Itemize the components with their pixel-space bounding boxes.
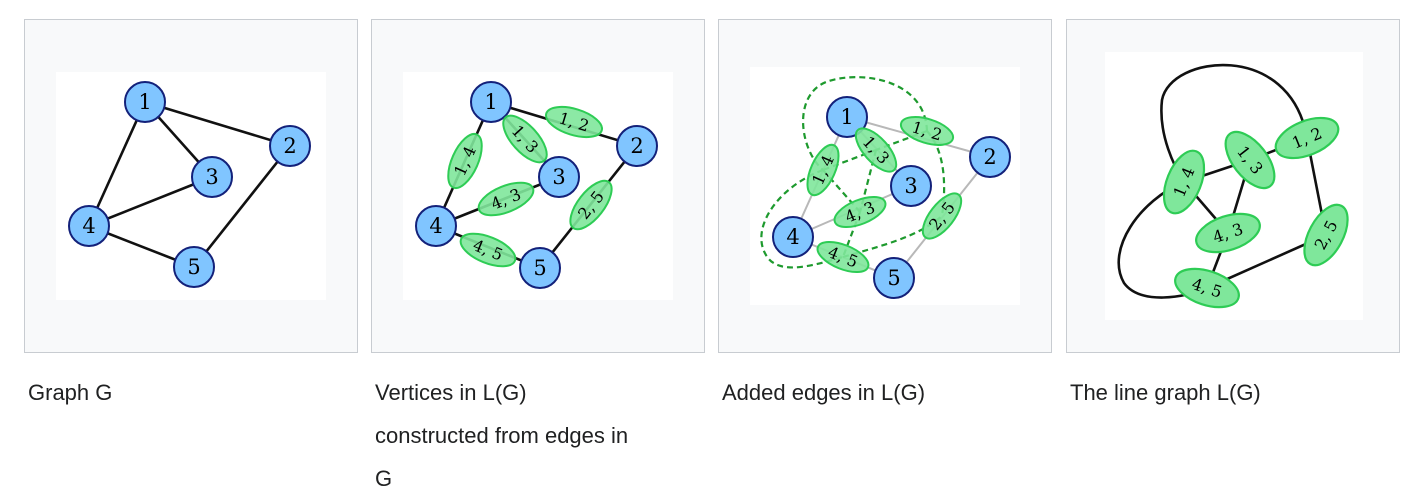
edge-vertex-4-5: 4, 5 [459, 232, 517, 268]
line-graph-vertices: 1, 2 1, 3 1, 4 4, 3 2, 5 4, 5 [1162, 116, 1349, 309]
caption-vertices-in-lg: Vertices in L(G) constructed from edges … [375, 371, 685, 500]
edge-1-2 [144, 100, 291, 148]
caption-line-graph: The line graph L(G) [1070, 371, 1380, 414]
vertex-3: 3 [191, 156, 233, 198]
vertices-in-lg-diagram: 1 2 3 4 5 1, 2 1, 3 1, 4 4, 3 2, 5 4, 5 [415, 81, 658, 289]
svg-text:1, 2: 1, 2 [910, 117, 945, 144]
lg-vertex-1-2: 1, 2 [1274, 116, 1340, 160]
svg-text:1: 1 [840, 105, 853, 129]
vertices-in-lg-image[interactable]: 1 2 3 4 5 1, 2 1, 3 1, 4 4, 3 2, 5 4, 5 [403, 72, 673, 300]
svg-text:3: 3 [552, 165, 565, 189]
edge-vertices: 1, 2 1, 3 1, 4 4, 3 2, 5 4, 5 [806, 116, 963, 274]
svg-text:4: 4 [786, 225, 799, 249]
svg-text:2: 2 [630, 134, 643, 158]
edge-vertices: 1, 2 1, 3 1, 4 4, 3 2, 5 4, 5 [447, 105, 613, 268]
lg-vertex-2-5: 2, 5 [1303, 203, 1349, 267]
vertex-3: 3 [538, 156, 580, 198]
svg-text:3: 3 [904, 174, 917, 198]
thumbnail-frame[interactable]: 1, 2 1, 3 1, 4 4, 3 2, 5 4, 5 [1066, 19, 1400, 353]
graph-g-vertices: 1 2 3 4 5 [415, 81, 658, 289]
caption-line: G [375, 466, 393, 491]
graph-g-vertices: 1 2 3 4 5 [68, 81, 311, 288]
vertex-1: 1 [470, 81, 512, 123]
svg-text:2: 2 [283, 134, 296, 158]
vertex-3: 3 [890, 165, 932, 207]
vertex-1: 1 [124, 81, 166, 123]
caption-line: constructed from edges in [375, 423, 629, 448]
edge-vertex-1-2: 1, 2 [899, 116, 955, 146]
svg-text:4: 4 [82, 214, 95, 238]
svg-text:5: 5 [187, 255, 200, 279]
graph-g-diagram: 1 2 3 4 5 [68, 81, 311, 288]
lg-vertex-1-4: 1, 4 [1162, 149, 1206, 215]
svg-text:3: 3 [205, 165, 218, 189]
edge-4-3 [88, 175, 213, 228]
vertex-4: 4 [68, 205, 110, 247]
added-edges-diagram: 1 2 3 4 5 1, 2 1, 3 1, 4 4, 3 2, 5 4, 5 [760, 76, 1011, 299]
lg-vertex-1-3: 1, 3 [1224, 130, 1276, 190]
graph-g-vertices: 1 2 3 4 5 [772, 96, 1011, 299]
svg-text:1: 1 [484, 90, 497, 114]
vertex-5: 5 [173, 246, 215, 288]
vertex-5: 5 [519, 247, 561, 289]
svg-text:1: 1 [138, 90, 151, 114]
caption-line: Vertices in L(G) [375, 380, 527, 405]
svg-text:5: 5 [887, 266, 900, 290]
vertex-2: 2 [616, 125, 658, 167]
vertex-2: 2 [969, 136, 1011, 178]
svg-text:2: 2 [983, 145, 996, 169]
edge-vertex-1-4: 1, 4 [806, 143, 840, 197]
lg-edge-14-45 [1117, 180, 1208, 299]
caption-line: Added edges in L(G) [722, 380, 926, 405]
edge-vertex-1-2: 1, 2 [545, 105, 603, 139]
lg-vertex-4-3: 4, 3 [1195, 212, 1261, 254]
vertex-4: 4 [772, 216, 814, 258]
vertex-4: 4 [415, 205, 457, 247]
edge-vertex-4-3: 4, 3 [477, 181, 535, 217]
edge-vertex-1-4: 1, 4 [447, 132, 483, 190]
svg-text:4: 4 [429, 214, 442, 238]
vertex-5: 5 [873, 257, 915, 299]
edge-2-5 [192, 145, 292, 268]
thumbnail-frame[interactable]: 1 2 3 4 5 1, 2 1, 3 1, 4 4, 3 2, 5 4, 5 [718, 19, 1052, 353]
graph-g-image[interactable]: 1 2 3 4 5 [56, 72, 326, 300]
line-graph-edges [1117, 63, 1328, 299]
graph-g-edges [87, 100, 292, 269]
edge-vertex-4-5: 4, 5 [816, 240, 870, 274]
caption-line: The line graph L(G) [1070, 380, 1261, 405]
added-edge-12-14 [802, 76, 929, 171]
line-graph-image[interactable]: 1, 2 1, 3 1, 4 4, 3 2, 5 4, 5 [1105, 52, 1363, 320]
thumbnail-frame[interactable]: 1 2 3 4 5 [24, 19, 358, 353]
vertex-2: 2 [269, 125, 311, 167]
caption-line: Graph G [28, 380, 113, 405]
caption-graph-g: Graph G [28, 371, 338, 414]
lg-vertex-4-5: 4, 5 [1174, 267, 1240, 309]
line-graph-diagram: 1, 2 1, 3 1, 4 4, 3 2, 5 4, 5 [1117, 63, 1349, 309]
lg-edge-12-14 [1160, 63, 1309, 183]
added-edges-image[interactable]: 1 2 3 4 5 1, 2 1, 3 1, 4 4, 3 2, 5 4, 5 [750, 67, 1020, 305]
thumbnail-frame[interactable]: 1 2 3 4 5 1, 2 1, 3 1, 4 4, 3 2, 5 4, 5 [371, 19, 705, 353]
caption-added-edges: Added edges in L(G) [722, 371, 1032, 414]
svg-text:5: 5 [533, 256, 546, 280]
edge-vertex-4-3: 4, 3 [833, 195, 887, 229]
edge-1-4 [87, 101, 147, 227]
vertex-1: 1 [826, 96, 868, 138]
